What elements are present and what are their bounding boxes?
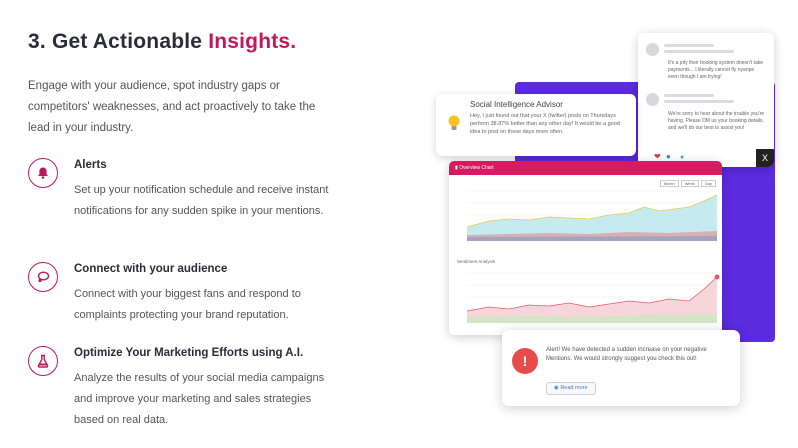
share-icon: ● — [680, 154, 685, 161]
feature-title: Optimize Your Marketing Efforts using A.… — [74, 347, 304, 359]
social-post-card: It's a pity their booking system doesn't… — [638, 33, 774, 167]
intro-text: Engage with your audience, spot industry… — [28, 80, 316, 134]
advisor-card: Social Intelligence Advisor Hey, I just … — [436, 94, 636, 156]
feature-title: Alerts — [74, 159, 107, 171]
overview-chart-card: ▮ Overview Chart Month Week Day Sentimen… — [449, 161, 722, 335]
flask-icon — [28, 346, 58, 376]
like-icon: ● — [666, 152, 671, 161]
reply-text: We're sorry to hear about the trouble yo… — [668, 111, 765, 131]
x-logo-icon: X — [756, 149, 774, 167]
chat-icon — [28, 262, 58, 292]
content-column: 3. Get Actionable Insights. Engage with … — [28, 30, 328, 139]
tab-day[interactable]: Day — [700, 180, 716, 187]
chart-header: ▮ Overview Chart — [449, 161, 722, 175]
tab-week[interactable]: Week — [680, 180, 699, 187]
bell-icon — [28, 158, 58, 188]
feature-title: Connect with your audience — [74, 263, 228, 275]
chart-title: Overview Chart — [459, 165, 494, 171]
section-title-prefix: 3. Get Actionable — [28, 30, 209, 53]
advisor-text: Hey, I just found out that your X (twitt… — [470, 113, 620, 135]
chart-tabs: Month Week Day — [659, 180, 716, 187]
feature-description: Set up your notification schedule and re… — [74, 184, 329, 217]
chart-graphics — [466, 190, 720, 323]
alert-text: Alert! We have detected a sudden increas… — [546, 347, 707, 362]
lightbulb-icon — [446, 114, 462, 139]
alert-card: ! Alert! We have detected a sudden incre… — [502, 330, 740, 406]
comment-text: It's a pity their booking system doesn't… — [668, 60, 764, 80]
avatar — [646, 93, 659, 106]
feature-description: Connect with your biggest fans and respo… — [74, 288, 301, 321]
section-title: 3. Get Actionable Insights. — [28, 30, 328, 54]
advisor-title: Social Intelligence Advisor — [470, 100, 563, 109]
section-title-accent: Insights. — [208, 30, 297, 53]
warning-icon: ! — [512, 348, 538, 374]
tab-month[interactable]: Month — [659, 180, 679, 187]
avatar — [646, 43, 659, 56]
sentiment-label: Sentiment Analysis — [457, 259, 496, 264]
feature-description: Analyze the results of your social media… — [74, 372, 325, 426]
heart-icon: ❤ — [654, 152, 661, 161]
read-more-button[interactable]: ◉ Read more — [546, 382, 596, 395]
